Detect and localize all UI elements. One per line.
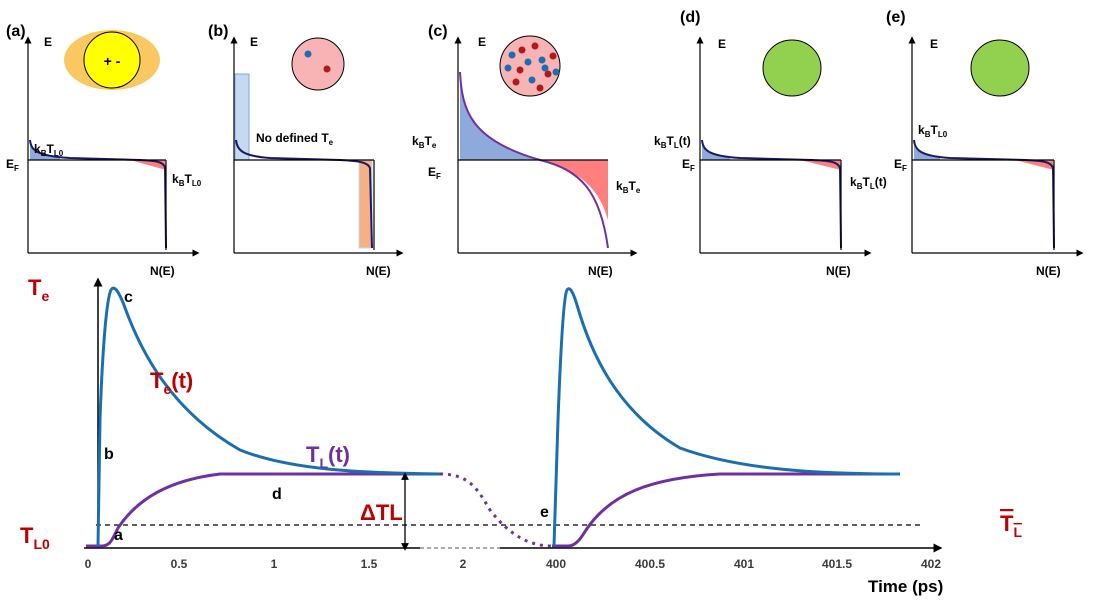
panel-e-label-left: kBTL0 <box>918 123 948 139</box>
panel-e-fermi-label: EF <box>894 157 907 173</box>
tick-label: 0.5 <box>171 557 188 571</box>
panel-d-tag: (d) <box>680 9 700 26</box>
panel-a-label-right: kBTL0 <box>172 172 202 188</box>
tick-label: 0 <box>85 557 92 571</box>
panel-d: (d) E kBTL(t) EF kBTL(t) N(E) <box>654 9 887 278</box>
panel-d-fermi-label: EF <box>682 157 695 173</box>
temperature-axis-label: Te <box>28 275 49 304</box>
panel-e-energy-axis-label: E <box>930 37 938 51</box>
tick-label: 2 <box>460 557 467 571</box>
panel-e-distribution-curve <box>914 140 1054 248</box>
tl-curve-label: TL(t) <box>306 442 350 471</box>
te-curve-label: Te(t) <box>150 368 193 397</box>
panel-c-tag: (c) <box>428 23 448 40</box>
panel-e: (e) E kBTL0 EF N(E) <box>886 9 1080 278</box>
panel-c: (c) E kBTe EF kBTe N(E) <box>412 23 641 278</box>
panel-d-label-right: kBTL(t) <box>850 175 887 191</box>
panel-d-dos-axis-label: N(E) <box>826 264 851 278</box>
panel-d-energy-axis-label: E <box>718 37 726 51</box>
panel-b: (b) E No defined Te N(E) <box>208 23 400 278</box>
panel-c-label-right: kBTe <box>616 179 641 195</box>
panel-c-electron-fill <box>540 160 608 220</box>
point-d-label: d <box>272 486 282 503</box>
panel-b-note: No defined Te <box>256 131 334 147</box>
tick-label: 1 <box>271 557 278 571</box>
panel-b-dos-axis-label: N(E) <box>366 264 391 278</box>
delta-tl-label: ΔTL <box>360 500 403 525</box>
tl-curve-second <box>552 474 900 546</box>
panel-c-dos-axis-label: N(E) <box>588 264 613 278</box>
tick-label: 400 <box>546 557 566 571</box>
tl0-label: TL0 <box>20 523 50 552</box>
panel-c-label-left: kBTe <box>412 134 437 150</box>
tick-label: 400.5 <box>635 557 665 571</box>
equilibrated-sphere-icon <box>763 40 821 96</box>
time-plot: Te TL0 Te(t) TL(t) ΔTL TL c b a d e 0 0.… <box>20 275 1022 596</box>
panel-e-dos-axis-label: N(E) <box>1036 264 1061 278</box>
point-c-label: c <box>124 289 133 306</box>
panel-d-label-left: kBTL(t) <box>654 134 691 150</box>
tl-cooling-dotted <box>440 474 552 546</box>
panel-d-distribution-curve <box>702 140 841 248</box>
panel-c-energy-axis-label: E <box>478 35 486 49</box>
point-e-label: e <box>540 504 549 521</box>
point-b-label: b <box>104 446 114 463</box>
panel-a: (a) E + - kBTL0 EF kBTL0 N(E) <box>6 23 202 278</box>
panel-a-dos-axis-label: N(E) <box>150 264 175 278</box>
panel-b-tag: (b) <box>208 23 228 40</box>
hot-carrier-sphere-icon <box>292 38 344 90</box>
panel-b-distribution-curve <box>236 140 372 248</box>
tick-label: 1.5 <box>361 557 378 571</box>
panel-e-tag: (e) <box>886 9 906 26</box>
tick-label: 401.5 <box>822 557 852 571</box>
hole-dot-icon <box>324 66 331 73</box>
time-axis-label: Time (ps) <box>868 577 943 596</box>
panel-c-fermi-label: EF <box>428 165 441 181</box>
panel-b-energy-axis-label: E <box>250 35 258 49</box>
tick-label: 401 <box>734 557 754 571</box>
panel-a-tag: (a) <box>6 23 26 40</box>
relaxed-sphere-icon <box>971 40 1029 96</box>
panel-a-distribution-curve <box>30 140 166 248</box>
panel-a-label-left: kBTL0 <box>34 142 64 158</box>
point-a-label: a <box>114 527 123 544</box>
panel-a-fermi-label: EF <box>6 157 19 173</box>
electron-dot-icon <box>305 51 312 58</box>
tick-label: 402 <box>921 557 941 571</box>
tl-avg-label: TL <box>1000 511 1022 540</box>
panel-a-energy-axis-label: E <box>44 35 52 49</box>
charge-sign-glyph: + - <box>104 53 121 69</box>
panel-e-hole-fill <box>914 144 940 160</box>
